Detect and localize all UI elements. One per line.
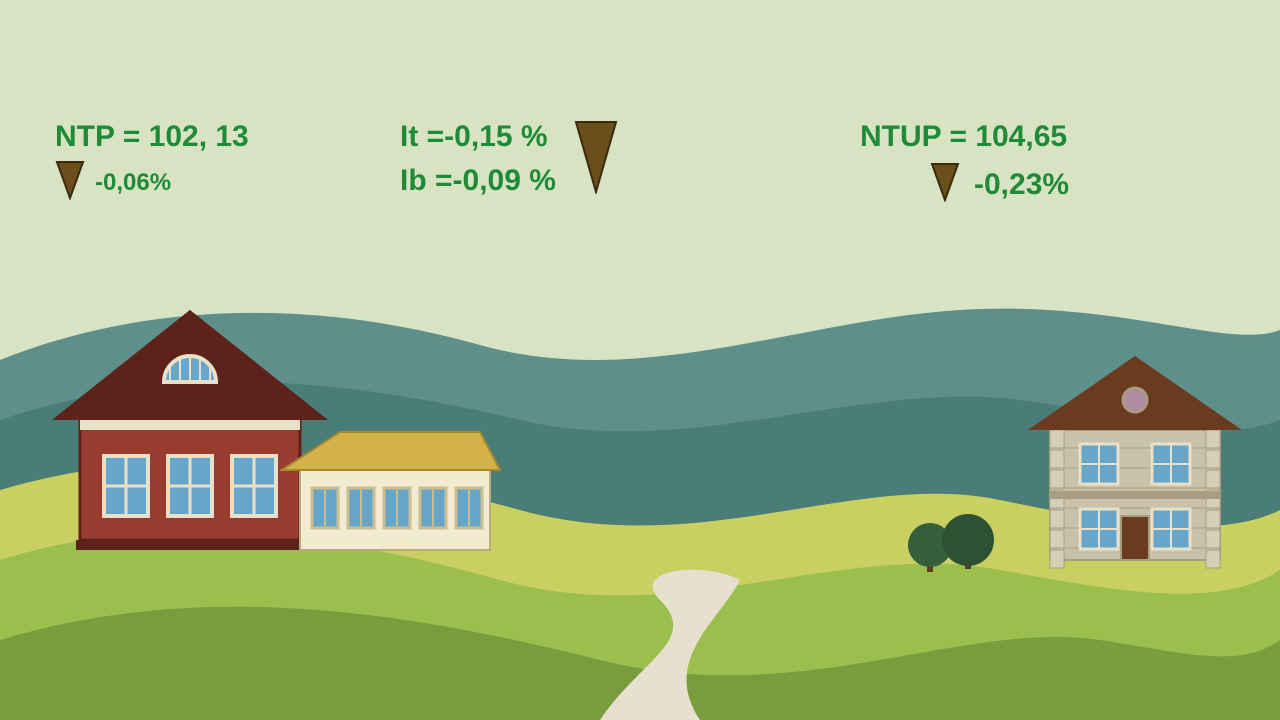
infographic-canvas: PERKEMBANGAN NILAI TUKAR PETANI PROVINSI… <box>0 0 1280 720</box>
stat-ib-value: Ib =-0,09 % <box>400 164 556 198</box>
stat-ntp: NTP = 102, 13 -0,06% <box>55 120 249 205</box>
down-arrow-icon <box>55 160 85 205</box>
down-arrow-icon <box>574 120 618 199</box>
stat-it-value: It =-0,15 % <box>400 120 556 154</box>
stat-ntup: NTUP = 104,65 -0,23% <box>860 120 1069 207</box>
stat-ntup-value: NTUP = 104,65 <box>860 120 1069 154</box>
stats-row: NTP = 102, 13 -0,06% It =-0,15 % Ib =-0,… <box>0 100 1280 240</box>
stat-ntp-delta: -0,06% <box>95 169 171 197</box>
stat-it-ib: It =-0,15 % Ib =-0,09 % <box>400 120 618 199</box>
stat-ntp-value: NTP = 102, 13 <box>55 120 249 154</box>
stat-ntup-delta: -0,23% <box>974 168 1069 202</box>
down-arrow-icon <box>930 162 960 207</box>
